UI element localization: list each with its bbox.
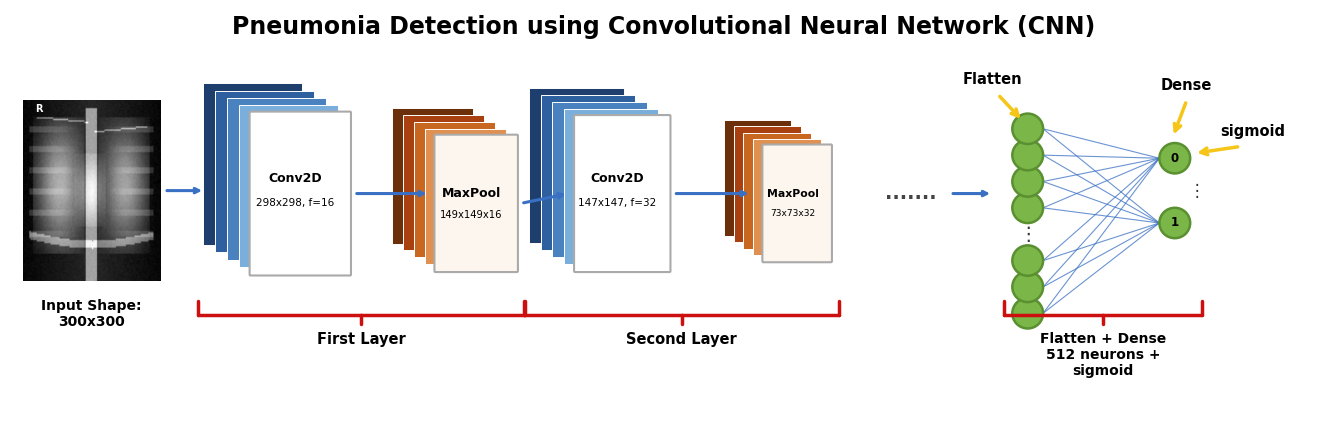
FancyBboxPatch shape bbox=[434, 135, 518, 272]
Text: Pneumonia Detection using Convolutional Neural Network (CNN): Pneumonia Detection using Convolutional … bbox=[232, 15, 1096, 39]
Circle shape bbox=[1012, 245, 1042, 276]
FancyBboxPatch shape bbox=[552, 102, 647, 257]
Circle shape bbox=[1012, 140, 1042, 170]
FancyBboxPatch shape bbox=[392, 108, 473, 243]
Circle shape bbox=[1012, 113, 1042, 144]
Text: 1: 1 bbox=[1171, 216, 1179, 230]
FancyBboxPatch shape bbox=[762, 145, 831, 262]
Text: 0: 0 bbox=[1171, 152, 1179, 165]
Text: 73x73x32: 73x73x32 bbox=[770, 209, 815, 218]
Text: .......: ....... bbox=[884, 184, 936, 203]
FancyBboxPatch shape bbox=[251, 113, 351, 275]
Text: Flatten + Dense
512 neurons +
sigmoid: Flatten + Dense 512 neurons + sigmoid bbox=[1040, 332, 1166, 378]
Circle shape bbox=[1012, 272, 1042, 302]
FancyBboxPatch shape bbox=[575, 116, 669, 271]
FancyBboxPatch shape bbox=[425, 129, 506, 264]
Text: Conv2D: Conv2D bbox=[591, 172, 644, 185]
Text: Second Layer: Second Layer bbox=[627, 332, 737, 347]
Text: MaxPool: MaxPool bbox=[768, 189, 819, 198]
Text: sigmoid: sigmoid bbox=[1220, 124, 1284, 139]
Circle shape bbox=[1012, 193, 1042, 223]
FancyBboxPatch shape bbox=[744, 133, 811, 248]
Text: ⋮: ⋮ bbox=[1189, 182, 1204, 200]
Text: Input Shape:
300x300: Input Shape: 300x300 bbox=[41, 299, 142, 329]
FancyBboxPatch shape bbox=[436, 136, 517, 271]
FancyBboxPatch shape bbox=[563, 109, 659, 264]
FancyBboxPatch shape bbox=[250, 112, 351, 275]
FancyBboxPatch shape bbox=[215, 90, 315, 252]
FancyBboxPatch shape bbox=[239, 105, 339, 267]
FancyBboxPatch shape bbox=[764, 146, 831, 261]
FancyBboxPatch shape bbox=[753, 139, 821, 255]
FancyBboxPatch shape bbox=[402, 115, 485, 251]
Text: Dense: Dense bbox=[1161, 78, 1212, 93]
FancyBboxPatch shape bbox=[733, 126, 801, 242]
Text: First Layer: First Layer bbox=[317, 332, 406, 347]
FancyBboxPatch shape bbox=[574, 115, 671, 272]
FancyBboxPatch shape bbox=[724, 120, 791, 236]
Circle shape bbox=[1159, 143, 1190, 174]
Text: Conv2D: Conv2D bbox=[268, 172, 323, 185]
Circle shape bbox=[1159, 208, 1190, 238]
Text: 149x149x16: 149x149x16 bbox=[440, 210, 502, 220]
Circle shape bbox=[1012, 166, 1042, 197]
Text: 298x298, f=16: 298x298, f=16 bbox=[256, 198, 335, 208]
Text: R: R bbox=[35, 104, 42, 113]
Circle shape bbox=[1012, 298, 1042, 328]
FancyBboxPatch shape bbox=[413, 122, 495, 257]
FancyBboxPatch shape bbox=[530, 88, 624, 243]
Text: Flatten: Flatten bbox=[963, 72, 1023, 87]
FancyBboxPatch shape bbox=[203, 83, 303, 245]
Text: ⋮: ⋮ bbox=[1019, 225, 1037, 244]
Text: MaxPool: MaxPool bbox=[442, 187, 501, 200]
FancyBboxPatch shape bbox=[227, 98, 327, 260]
Text: 147x147, f=32: 147x147, f=32 bbox=[578, 198, 656, 208]
FancyBboxPatch shape bbox=[540, 95, 635, 250]
